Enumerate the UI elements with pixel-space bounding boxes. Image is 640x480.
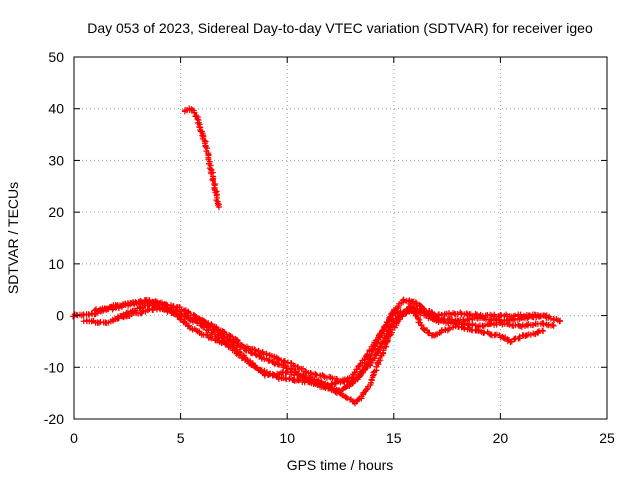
data-point <box>481 329 488 336</box>
data-point <box>557 317 564 324</box>
data-point <box>105 319 112 326</box>
y-tick-labels: -20 -10 0 10 20 30 40 50 <box>44 49 64 427</box>
data-point <box>466 315 473 322</box>
data-point <box>115 305 122 312</box>
data-point <box>109 306 116 313</box>
data-point <box>209 177 216 184</box>
data-point <box>150 304 157 311</box>
data-point <box>215 335 222 342</box>
data-point <box>501 335 508 342</box>
data-point <box>204 321 211 328</box>
data-point <box>468 326 475 333</box>
y-tick-label: 20 <box>48 204 64 220</box>
data-point <box>252 346 259 353</box>
y-tick-label: 30 <box>48 152 64 168</box>
data-point <box>215 203 222 210</box>
data-point <box>182 320 189 327</box>
data-point <box>426 311 433 318</box>
data-point <box>368 359 375 366</box>
data-point <box>200 318 207 325</box>
x-tick-label: 10 <box>279 430 295 446</box>
x-tick-label: 5 <box>177 430 185 446</box>
data-point <box>403 309 410 316</box>
axis-ticks <box>73 56 608 420</box>
data-point <box>204 145 211 152</box>
data-point <box>160 306 167 313</box>
data-point <box>540 312 547 319</box>
series-arc-high <box>181 105 222 210</box>
data-point <box>202 318 209 325</box>
x-axis-label: GPS time / hours <box>287 457 394 473</box>
data-point <box>302 368 309 375</box>
y-tick-label: 50 <box>48 49 64 65</box>
data-point <box>391 310 398 317</box>
y-tick-label: -10 <box>44 359 64 375</box>
data-point <box>363 386 370 393</box>
data-point <box>376 331 383 338</box>
data-point <box>267 370 274 377</box>
data-point <box>266 357 273 364</box>
x-tick-label: 15 <box>386 430 402 446</box>
data-point <box>274 355 281 362</box>
data-point <box>352 377 359 384</box>
data-point <box>284 368 291 375</box>
y-tick-label: 10 <box>48 256 64 272</box>
data-point <box>144 299 151 306</box>
data-point <box>516 333 523 340</box>
data-point <box>461 320 468 327</box>
data-point <box>178 313 185 320</box>
data-point <box>376 343 383 350</box>
plot-frame <box>73 56 608 420</box>
data-point <box>549 322 556 329</box>
data-point <box>412 299 419 306</box>
data-point <box>386 317 393 324</box>
x-tick-label: 25 <box>599 430 615 446</box>
data-points <box>70 105 564 407</box>
data-point <box>202 143 209 150</box>
data-point <box>251 346 258 353</box>
data-point <box>420 326 427 333</box>
data-point <box>294 370 301 377</box>
series-track-d <box>112 303 547 386</box>
y-tick-label: -20 <box>44 411 64 427</box>
y-axis-label: SDTVAR / TECUs <box>5 182 21 294</box>
data-point <box>545 314 552 321</box>
data-point <box>534 329 541 336</box>
data-point <box>318 378 325 385</box>
data-point <box>256 366 263 373</box>
data-point <box>408 307 415 314</box>
data-point <box>540 328 547 335</box>
data-point <box>219 337 226 344</box>
data-point <box>550 322 557 329</box>
data-point <box>191 109 198 116</box>
data-point <box>446 325 453 332</box>
y-tick-label: 0 <box>56 308 64 324</box>
data-point <box>449 316 456 323</box>
grid-lines <box>74 57 607 419</box>
data-point <box>402 310 409 317</box>
data-point <box>363 352 370 359</box>
data-point <box>119 302 126 309</box>
data-point <box>441 317 448 324</box>
data-point <box>320 373 327 380</box>
data-point <box>270 371 277 378</box>
x-tick-label: 0 <box>70 430 78 446</box>
data-point <box>400 296 407 303</box>
data-point <box>539 327 546 334</box>
data-point <box>261 372 268 379</box>
data-point <box>80 312 87 319</box>
data-point <box>353 366 360 373</box>
data-point <box>146 305 153 312</box>
x-tick-labels: 0 5 10 15 20 25 <box>70 430 615 446</box>
chart-title: Day 053 of 2023, Sidereal Day-to-day VTE… <box>87 20 593 36</box>
y-tick-label: 40 <box>48 101 64 117</box>
data-point <box>481 322 488 329</box>
x-tick-label: 20 <box>493 430 509 446</box>
